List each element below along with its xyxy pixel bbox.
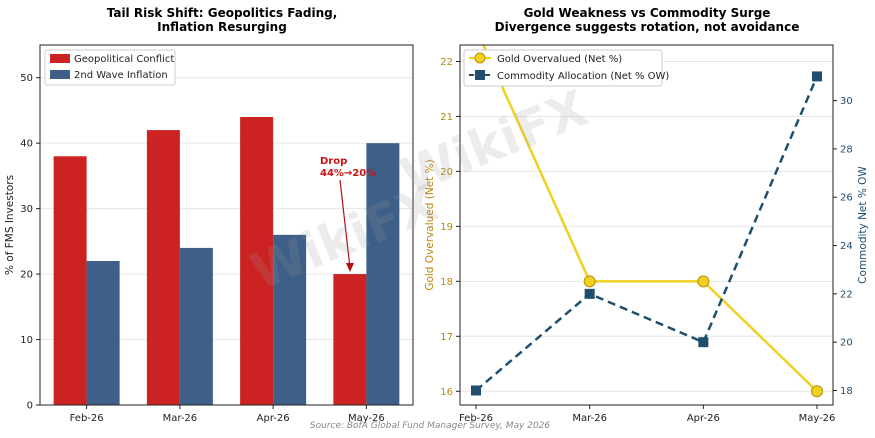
gold-point-mar-26: [583, 275, 596, 288]
right-x-tick-label: Mar-26: [572, 413, 607, 424]
legend-label-geopolitical: Geopolitical Conflict: [74, 54, 174, 65]
left-y-tick-label: 50: [20, 73, 33, 84]
annotation-arrowhead: [346, 263, 354, 272]
bar-inflation-apr-26: [273, 234, 307, 405]
commodity-point-may-26: [812, 71, 822, 82]
bar-geopolitical-mar-26: [146, 130, 180, 405]
right-x-tick-label: May-26: [799, 413, 836, 424]
right-plot-frame: [459, 44, 834, 406]
gold-point-apr-26: [697, 275, 710, 288]
legend-swatch-geopolitical: [50, 54, 70, 63]
right-right-y-tick-label: 20: [840, 338, 853, 349]
left-y-tick-label: 20: [20, 270, 33, 281]
left-plot-frame: [39, 44, 414, 406]
legend-label-commodity: Commodity Allocation (Net % OW): [497, 71, 669, 82]
left-y-tick-label: 40: [20, 139, 33, 150]
right-left-y-ticks: 16 17 18 19 20 21 22: [440, 57, 460, 398]
gold-point-feb-26: [471, 23, 482, 34]
left-x-tick-label: Feb-26: [70, 413, 104, 424]
commodity-allocation-line: [475, 75, 819, 392]
legend-label-inflation: 2nd Wave Inflation: [74, 70, 168, 81]
commodity-point-apr-26: [698, 337, 709, 348]
drop-annotation: Drop 44%→20%: [320, 156, 376, 272]
left-y-tick-label: 10: [20, 335, 33, 346]
right-left-y-tick-label: 16: [440, 387, 453, 398]
left-bars: [53, 117, 400, 405]
commodity-point-mar-26: [584, 288, 595, 299]
right-left-y-axis-label: Gold Overvalued (Net %): [424, 159, 436, 290]
annotation-arrow: [339, 179, 351, 269]
right-x-tick-label: Apr-26: [687, 413, 720, 424]
bar-inflation-mar-26: [179, 247, 213, 405]
right-right-y-ticks: 18 20 22 24 26 28 30: [833, 96, 853, 397]
right-x-ticks: Feb-26 Mar-26 Apr-26 May-26: [459, 405, 835, 424]
left-bar-chart: Tail Risk Shift: Geopolitics Fading, Inf…: [4, 6, 414, 424]
right-left-y-tick-label: 17: [440, 332, 453, 343]
right-left-y-tick-label: 21: [440, 112, 453, 123]
right-left-y-tick-label: 22: [440, 57, 453, 68]
left-x-tick-label: Mar-26: [163, 413, 198, 424]
right-legend-box: [463, 49, 663, 87]
right-right-y-tick-label: 24: [840, 241, 853, 252]
right-x-tick-label: Feb-26: [459, 413, 493, 424]
right-legend: Gold Overvalued (Net %) Commodity Alloca…: [463, 49, 669, 87]
right-series: [471, 23, 823, 398]
right-left-y-tick-label: 20: [440, 167, 453, 178]
annotation-line-1: Drop: [320, 156, 347, 167]
bar-inflation-feb-26: [86, 261, 120, 405]
right-right-y-tick-label: 18: [840, 386, 853, 397]
bar-geopolitical-apr-26: [240, 117, 274, 405]
right-right-y-axis-label: Commodity Net % OW: [857, 166, 869, 284]
left-x-ticks: Feb-26 Mar-26 Apr-26 May-26: [70, 405, 385, 424]
bar-inflation-may-26: [366, 143, 400, 405]
right-left-y-tick-label: 19: [440, 222, 453, 233]
right-right-y-tick-label: 30: [840, 96, 853, 107]
legend-swatch-inflation: [50, 70, 70, 79]
left-x-tick-label: May-26: [348, 413, 385, 424]
annotation-line-2: 44%→20%: [320, 168, 376, 179]
left-y-ticks: 0 10 20 30 40 50: [20, 73, 40, 412]
left-chart-title-line-2: Inflation Resurging: [157, 20, 287, 34]
bar-geopolitical-feb-26: [53, 156, 87, 405]
left-chart-title-line-1: Tail Risk Shift: Geopolitics Fading,: [107, 6, 338, 20]
left-legend: Geopolitical Conflict 2nd Wave Inflation: [44, 49, 176, 86]
right-right-y-tick-label: 28: [840, 144, 853, 155]
right-left-y-tick-label: 18: [440, 277, 453, 288]
legend-marker-gold: [474, 52, 486, 64]
gold-overvalued-line: [482, 45, 818, 393]
left-y-tick-label: 30: [20, 204, 33, 215]
source-note: Source: BofA Global Fund Manager Survey,…: [310, 421, 551, 431]
right-line-chart: Gold Weakness vs Commodity Surge Diverge…: [424, 6, 869, 424]
right-chart-title-line-1: Gold Weakness vs Commodity Surge: [524, 6, 771, 20]
commodity-point-feb-26: [471, 385, 481, 396]
left-legend-box: [44, 49, 176, 86]
gold-point-may-26: [811, 385, 823, 398]
legend-label-gold: Gold Overvalued (Net %): [497, 54, 622, 65]
left-y-axis-label: % of FMS Investors: [4, 175, 16, 275]
right-chart-title-line-2: Divergence suggests rotation, not avoida…: [495, 20, 800, 34]
right-right-y-tick-label: 26: [840, 193, 853, 204]
legend-marker-commodity: [475, 70, 485, 80]
left-x-tick-label: Apr-26: [257, 413, 290, 424]
bar-geopolitical-may-26: [333, 274, 367, 405]
left-y-tick-label: 0: [27, 401, 33, 412]
right-right-y-tick-label: 22: [840, 289, 853, 300]
